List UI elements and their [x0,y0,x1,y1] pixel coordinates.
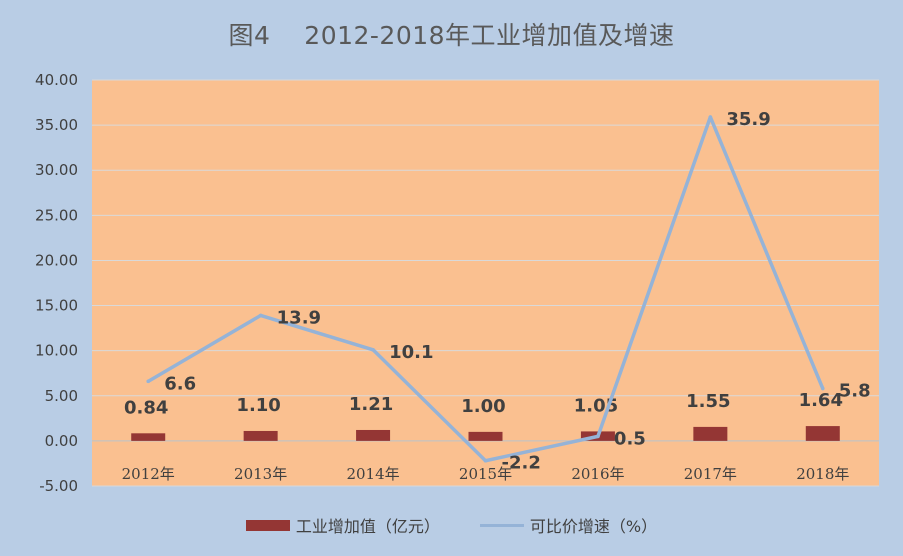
y-tick-label: 40.00 [35,71,78,89]
y-tick-label: 20.00 [35,251,78,269]
line-data-label: 10.1 [389,342,433,363]
chart-legend: 工业增加值（亿元） 可比价增速（%） [0,513,903,537]
legend-label-line: 可比价增速（%） [529,517,658,536]
y-tick-label: 0.00 [45,432,78,450]
chart-title: 图4 2012-2018年工业增加值及增速 [228,21,675,50]
line-point [146,379,151,384]
line-point [596,434,600,439]
bar [243,430,278,441]
line-data-label: -2.2 [502,453,541,474]
x-tick-label: 2016年 [571,465,624,483]
x-tick-label: 2012年 [122,465,175,483]
x-tick-label: 2017年 [684,465,737,483]
line-point [483,458,488,463]
line-point [820,386,825,391]
line-data-label: 13.9 [277,307,321,328]
y-tick-label: -5.00 [39,477,78,495]
line-data-label: 5.8 [839,381,871,402]
y-tick-label: 35.00 [35,116,78,134]
bar-data-label: 0.84 [124,397,168,418]
line-point [371,347,375,352]
line-point [708,115,713,119]
y-tick-label: 10.00 [35,342,78,360]
bar-data-label: 1.10 [236,395,280,416]
bar-data-label: 1.55 [686,391,730,412]
x-tick-label: 2018年 [796,465,849,483]
bar [693,426,728,441]
bar [356,429,391,441]
bar-data-label: 1.64 [799,390,843,411]
y-tick-label: 30.00 [35,161,78,179]
legend-swatch-bar [245,519,290,531]
x-tick-label: 2015年 [459,465,512,483]
x-tick-label: 2014年 [346,465,399,483]
line-data-label: 35.9 [726,109,770,130]
legend-label-bar: 工业增加值（亿元） [295,517,440,536]
bar [468,431,503,441]
legend-item-line: 可比价增速（%） [479,513,658,537]
plot-area [92,80,879,486]
legend-swatch-line [479,523,524,527]
line-data-label: 6.6 [164,373,196,394]
line-data-label: 0.5 [614,428,646,449]
legend-item-bar: 工业增加值（亿元） [245,513,440,537]
bar-data-label: 1.21 [349,394,393,415]
y-tick-label: 5.00 [45,387,78,405]
bar [131,433,166,441]
y-tick-label: 15.00 [35,297,78,315]
y-tick-label: 25.00 [35,206,78,224]
x-tick-label: 2013年 [234,465,287,483]
bar-data-label: 1.00 [461,396,505,417]
line-point [258,313,263,318]
bar [805,426,840,441]
